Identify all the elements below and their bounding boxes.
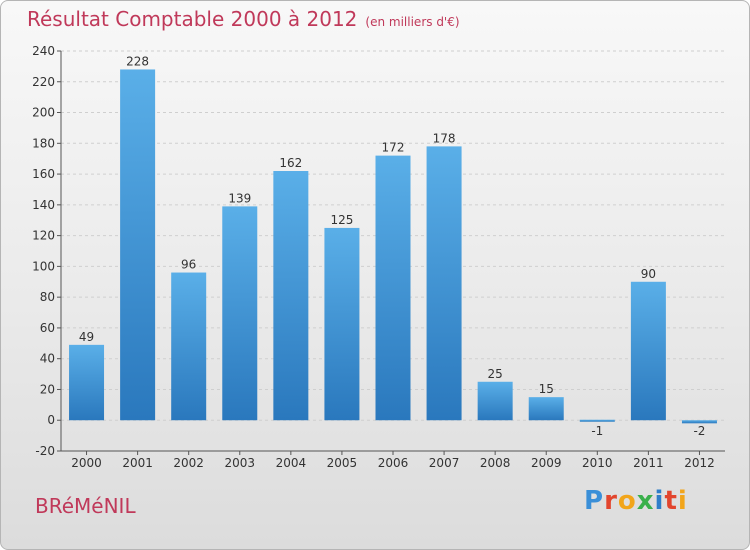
data-label: 96 [181, 258, 196, 272]
bar [69, 344, 105, 421]
logo-letter: o [617, 486, 637, 516]
commune-name: BRéMéNIL [35, 494, 136, 518]
logo-letter: i [677, 486, 688, 516]
y-tick-label: 220 [32, 75, 55, 89]
data-label: 139 [228, 191, 251, 205]
bar [171, 272, 207, 421]
y-tick-label: 60 [40, 321, 55, 335]
data-label: 15 [539, 382, 554, 396]
logo-letter: t [664, 486, 678, 516]
data-label: 172 [382, 141, 405, 155]
y-tick-label: 100 [32, 259, 55, 273]
data-label: -1 [591, 424, 603, 438]
bar [426, 146, 462, 421]
x-tick-label: 2003 [224, 456, 255, 470]
x-tick-label: 2011 [633, 456, 664, 470]
y-tick-label: 20 [40, 382, 55, 396]
y-tick-label: 40 [40, 352, 55, 366]
logo-letter: P [584, 486, 605, 516]
data-label: 90 [641, 267, 656, 281]
y-tick-label: 80 [40, 290, 55, 304]
bar [681, 420, 717, 424]
bar [528, 397, 564, 421]
x-tick-label: 2002 [173, 456, 204, 470]
x-tick-label: 2007 [429, 456, 460, 470]
x-tick-label: 2000 [71, 456, 102, 470]
y-tick-label: -20 [35, 444, 55, 458]
y-tick-label: 180 [32, 136, 55, 150]
proxiti-logo[interactable]: Proxiti [584, 486, 688, 516]
x-tick-label: 2005 [327, 456, 358, 470]
x-tick-label: 2004 [276, 456, 307, 470]
data-label: 162 [279, 156, 302, 170]
x-tick-label: 2001 [122, 456, 153, 470]
axes: -20 0 20 40 60 80 100 120 140 160 180 200 220 240 2000… [32, 44, 725, 470]
data-label: 228 [126, 54, 149, 68]
y-tick-label: 120 [32, 229, 55, 243]
bar [273, 171, 309, 421]
bar [120, 69, 156, 421]
logo-letter: i [654, 486, 665, 516]
logo-letter: x [636, 486, 655, 516]
x-tick-label: 2012 [684, 456, 715, 470]
chart-title: Résultat Comptable 2000 à 2012 (en millie… [27, 7, 460, 31]
bar [324, 227, 360, 421]
y-tick-label: 160 [32, 167, 55, 181]
bars [69, 69, 717, 424]
bar [630, 281, 666, 421]
data-label: -2 [693, 424, 705, 438]
y-tick-label: 140 [32, 198, 55, 212]
bar [579, 419, 615, 422]
x-tick-label: 2009 [531, 456, 562, 470]
data-label: 178 [433, 131, 456, 145]
y-tick-label: 240 [32, 44, 55, 58]
data-label: 25 [488, 367, 503, 381]
bar [477, 381, 513, 421]
y-tick-label: 0 [47, 413, 55, 427]
logo-letter: r [604, 486, 618, 516]
data-label: 125 [330, 213, 353, 227]
x-tick-label: 2010 [582, 456, 613, 470]
chart-title-text: Résultat Comptable 2000 à 2012 [27, 7, 358, 31]
bar [222, 206, 258, 421]
bar [375, 155, 411, 421]
x-tick-label: 2008 [480, 456, 511, 470]
data-label: 49 [79, 330, 94, 344]
y-tick-label: 200 [32, 106, 55, 120]
x-tick-label: 2006 [378, 456, 409, 470]
data-labels: 49 228 96 139 162 125 172 178 25 15 -1 90 -2 [79, 54, 706, 438]
chart-subtitle: (en milliers d'€) [365, 15, 460, 29]
